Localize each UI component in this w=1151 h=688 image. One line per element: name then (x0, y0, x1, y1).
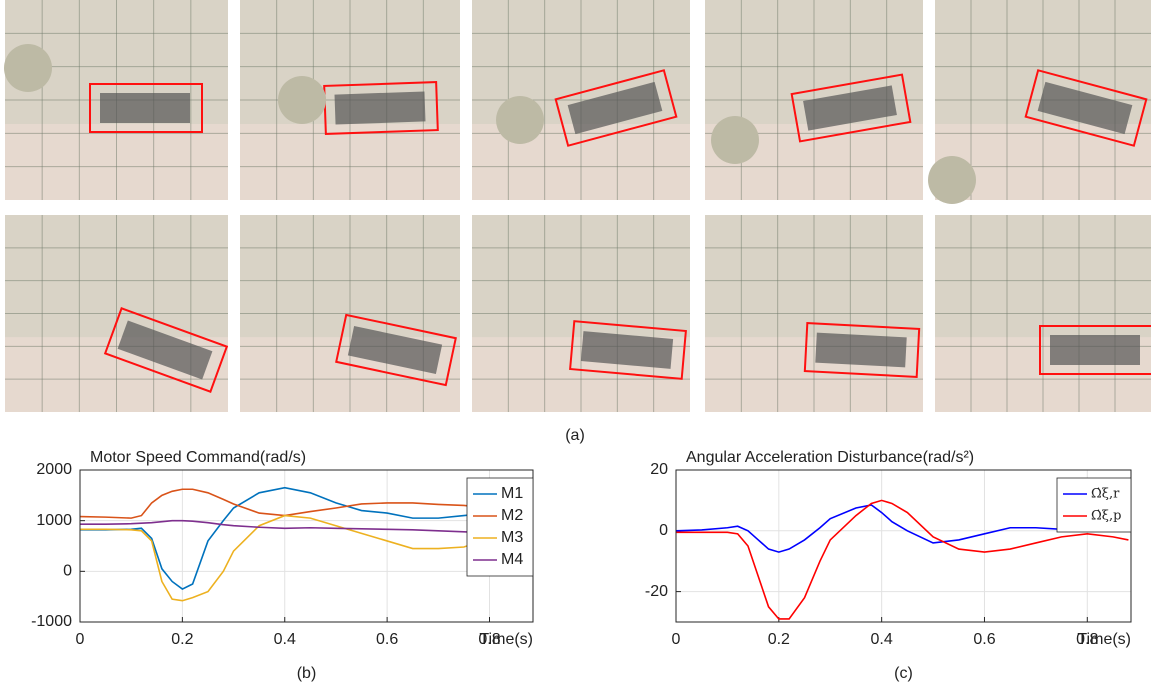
plot-frame (675, 469, 1132, 623)
y-tick-label: 1000 (36, 512, 72, 529)
detection-box (569, 320, 687, 380)
legend-label: Ω̇ξ,p (1091, 509, 1121, 524)
y-tick-label: -20 (645, 583, 668, 600)
drone (1037, 81, 1133, 135)
x-axis-label: Time(s) (1077, 631, 1131, 648)
drone (100, 93, 190, 123)
drone (117, 320, 213, 380)
legend-label: M1 (501, 485, 523, 502)
series-line (80, 514, 531, 602)
detection-box (554, 69, 678, 147)
drone (580, 331, 674, 369)
x-tick-label: 0.8 (1076, 631, 1098, 648)
series-line (80, 488, 531, 519)
detection-box (1024, 69, 1148, 147)
photo-grid (4, 0, 1151, 412)
detection-box (323, 81, 439, 135)
drone (803, 85, 897, 131)
x-tick-label: 0.4 (871, 631, 893, 648)
series-line (676, 504, 1129, 553)
detection-box (335, 313, 457, 387)
series-line (676, 499, 1129, 620)
series-line (80, 486, 531, 591)
x-tick-label: 0.2 (768, 631, 790, 648)
y-tick-label: -1000 (31, 613, 72, 630)
y-tick-label: 20 (650, 461, 668, 478)
legend-box (1056, 477, 1132, 533)
ball (496, 96, 544, 144)
chart-title: Angular Acceleration Disturbance(rad/s²) (686, 449, 974, 466)
legend-label: Ω̇ξ,r (1091, 487, 1120, 502)
y-tick-label: 2000 (36, 461, 72, 478)
drone (567, 81, 663, 135)
x-tick-label: 0.6 (376, 631, 398, 648)
ball (4, 44, 52, 92)
detection-box (790, 73, 912, 143)
drone (334, 91, 426, 125)
detection-box (89, 83, 203, 133)
x-tick-label: 0.6 (973, 631, 995, 648)
panel-caption: (c) (894, 665, 913, 682)
legend-label: M3 (501, 529, 523, 546)
series-line (80, 519, 531, 534)
drone (815, 332, 907, 368)
ball (711, 116, 759, 164)
x-tick-label: 0 (672, 631, 681, 648)
detection-box (103, 307, 229, 393)
chart-title: Motor Speed Command(rad/s) (90, 449, 306, 466)
x-tick-label: 0.8 (478, 631, 500, 648)
photo-caption: (a) (565, 427, 585, 444)
y-tick-label: 0 (63, 563, 72, 580)
drone (1050, 335, 1140, 365)
x-tick-label: 0 (76, 631, 85, 648)
x-axis-label: Time(s) (479, 631, 533, 648)
legend-label: M4 (501, 551, 523, 568)
x-tick-label: 0.2 (171, 631, 193, 648)
panel-caption: (b) (297, 665, 317, 682)
detection-box (803, 322, 921, 378)
drone (347, 325, 443, 375)
y-tick-label: 0 (659, 522, 668, 539)
detection-box (1039, 325, 1151, 375)
ball (278, 76, 326, 124)
legend-label: M2 (501, 507, 523, 524)
x-tick-label: 0.4 (274, 631, 296, 648)
ball (928, 156, 976, 204)
